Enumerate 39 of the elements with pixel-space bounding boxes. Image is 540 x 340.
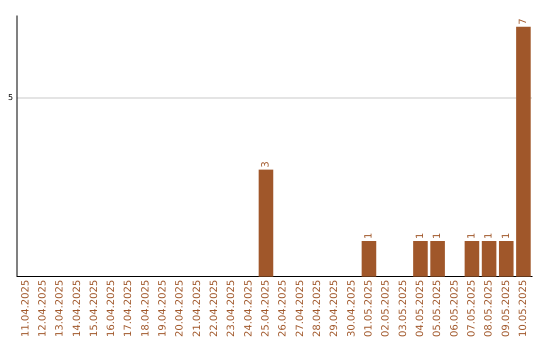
x-tick-label: 29.04.2025 <box>329 280 340 338</box>
x-tick-label: 22.04.2025 <box>209 280 220 338</box>
x-tick-label: 27.04.2025 <box>294 280 306 338</box>
x-tick-label: 14.04.2025 <box>72 280 83 338</box>
x-tick-label: 16.04.2025 <box>106 280 118 338</box>
x-tick-label: 01.05.2025 <box>364 280 375 338</box>
y-tick-label: 5 <box>8 93 14 102</box>
x-tick-label: 06.05.2025 <box>449 280 460 338</box>
x-tick-label: 26.04.2025 <box>278 280 289 338</box>
x-tick-label: 21.04.2025 <box>192 280 203 338</box>
x-tick-label: 10.05.2025 <box>518 280 530 338</box>
x-tick-label: 23.04.2025 <box>226 280 238 338</box>
data-label: 1 <box>484 232 495 240</box>
x-tick-label: 08.05.2025 <box>484 280 495 338</box>
x-tick-label: 03.05.2025 <box>398 280 409 338</box>
x-tick-label: 24.04.2025 <box>243 280 254 338</box>
x-tick-label: 28.04.2025 <box>312 280 324 338</box>
data-label: 7 <box>518 18 530 25</box>
data-label: 1 <box>364 232 375 240</box>
x-tick-label: 11.04.2025 <box>20 280 32 338</box>
x-tick-label: 25.04.2025 <box>260 280 272 338</box>
x-tick-label: 15.04.2025 <box>88 280 100 338</box>
x-tick-label: 19.04.2025 <box>158 280 169 338</box>
data-label: 1 <box>415 232 426 240</box>
x-tick-label: 18.04.2025 <box>140 280 152 338</box>
x-tick-label: 04.05.2025 <box>415 280 426 338</box>
data-label: 1 <box>432 232 444 240</box>
x-tick-label: 07.05.2025 <box>466 280 478 338</box>
x-tick-label: 30.04.2025 <box>346 280 358 338</box>
data-label: 1 <box>500 232 512 240</box>
x-tick-label: 12.04.2025 <box>37 280 48 338</box>
x-tick-label: 17.04.2025 <box>123 280 134 338</box>
x-tick-label: 09.05.2025 <box>500 280 512 338</box>
data-label: 1 <box>466 232 478 240</box>
x-tick-label: 20.04.2025 <box>174 280 186 338</box>
x-tick-label: 05.05.2025 <box>432 280 444 338</box>
x-tick-label: 13.04.2025 <box>54 280 66 338</box>
data-label: 3 <box>260 161 272 168</box>
x-tick-label: 02.05.2025 <box>380 280 392 338</box>
